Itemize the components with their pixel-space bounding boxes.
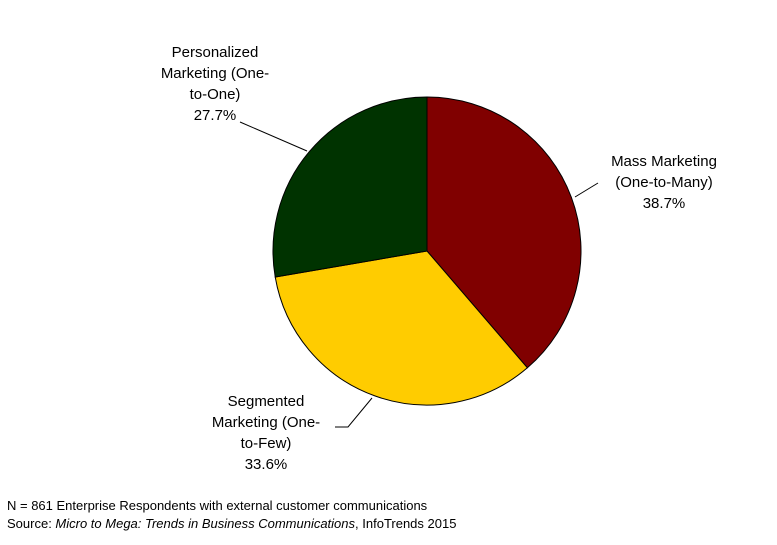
slice-label-1: Mass Marketing (One-to-Many) 38.7% bbox=[611, 153, 717, 212]
leader-line-2 bbox=[335, 397, 373, 428]
slice-name-line: (One-to-Many) bbox=[615, 174, 713, 191]
slice-name-line: Marketing (One- bbox=[212, 414, 320, 431]
slice-value-label: 38.7% bbox=[643, 195, 686, 212]
source-prefix: Source: bbox=[7, 516, 56, 531]
slice-value-label: 33.6% bbox=[245, 456, 288, 473]
pie-slice-2 bbox=[274, 250, 529, 406]
slice-name-line: to-One) bbox=[190, 86, 241, 103]
slice-label-3: Personalized Marketing (One-to-One) 27.7% bbox=[161, 44, 269, 124]
slice-name-line: to-Few) bbox=[241, 435, 292, 452]
leader-lines bbox=[239, 121, 599, 428]
slice-name-line: Personalized bbox=[172, 44, 259, 61]
slice-value-label: 27.7% bbox=[194, 107, 237, 124]
slice-labels: Mass Marketing (One-to-Many) 38.7% Segmente… bbox=[161, 44, 717, 473]
pie-slices bbox=[272, 96, 582, 406]
leader-line-3 bbox=[239, 121, 308, 152]
source-title: Micro to Mega: Trends in Business Commun… bbox=[55, 516, 356, 531]
pie-slice-3 bbox=[272, 96, 428, 278]
slice-name-line: Marketing (One- bbox=[161, 65, 269, 82]
respondents-note: N = 861 Enterprise Respondents with exte… bbox=[7, 497, 427, 515]
slice-label-2: Segmented Marketing (One-to-Few) 33.6% bbox=[212, 393, 320, 473]
slice-name-line: Segmented bbox=[228, 393, 305, 410]
source-suffix: , InfoTrends 2015 bbox=[355, 516, 457, 531]
pie-slice-1 bbox=[426, 96, 582, 369]
leader-line-1 bbox=[574, 182, 599, 198]
respondents-note-text: N = 861 Enterprise Respondents with exte… bbox=[7, 498, 428, 513]
slice-name-line: Mass Marketing bbox=[611, 153, 717, 170]
source-note: Source: Micro to Mega: Trends in Busines… bbox=[7, 515, 456, 533]
